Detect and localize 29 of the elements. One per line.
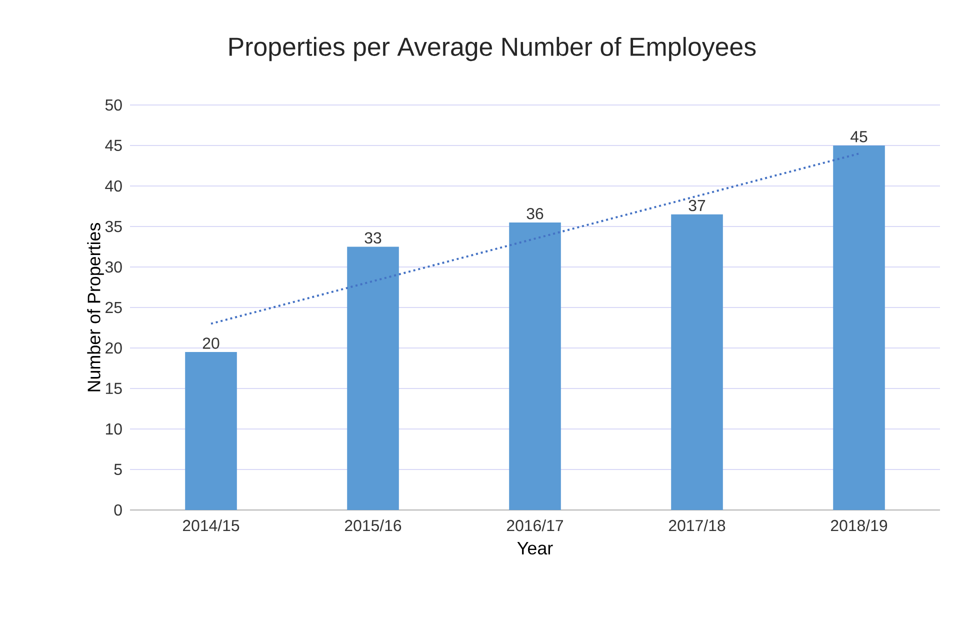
y-tick-label: 40 [105, 180, 122, 192]
x-tick-label: 2016/17 [506, 520, 563, 532]
y-tick-label: 25 [106, 302, 122, 314]
y-tick-label: 50 [105, 99, 122, 111]
x-tick-label: 2018/19 [830, 520, 888, 532]
y-tick-label: 0 [114, 504, 122, 516]
x-tick-label: 2017/18 [668, 520, 726, 532]
y-tick-label: 5 [114, 464, 122, 476]
y-axis-title: Number of Properties [87, 222, 104, 392]
y-tick-label: 30 [105, 261, 122, 273]
y-tick-label: 10 [106, 423, 122, 435]
y-tick-label: 20 [106, 342, 122, 354]
data-label: 37 [688, 200, 706, 212]
x-axis-title: Year [517, 542, 553, 555]
bar [671, 214, 723, 510]
chart-title: Properties per Average Number of Employees [229, 36, 756, 62]
y-tick-label: 45 [105, 140, 122, 152]
data-label: 33 [364, 232, 382, 244]
y-tick-label: 15 [106, 382, 122, 394]
data-label: 20 [202, 338, 220, 349]
bar [833, 145, 885, 510]
data-label: 36 [526, 208, 544, 220]
bar [509, 222, 561, 510]
bar [185, 352, 237, 510]
data-label: 45 [850, 131, 868, 142]
x-tick-label: 2014/15 [182, 520, 240, 532]
x-tick-label: 2015/16 [344, 520, 402, 532]
y-tick-label: 35 [105, 220, 122, 232]
bar [347, 246, 399, 510]
